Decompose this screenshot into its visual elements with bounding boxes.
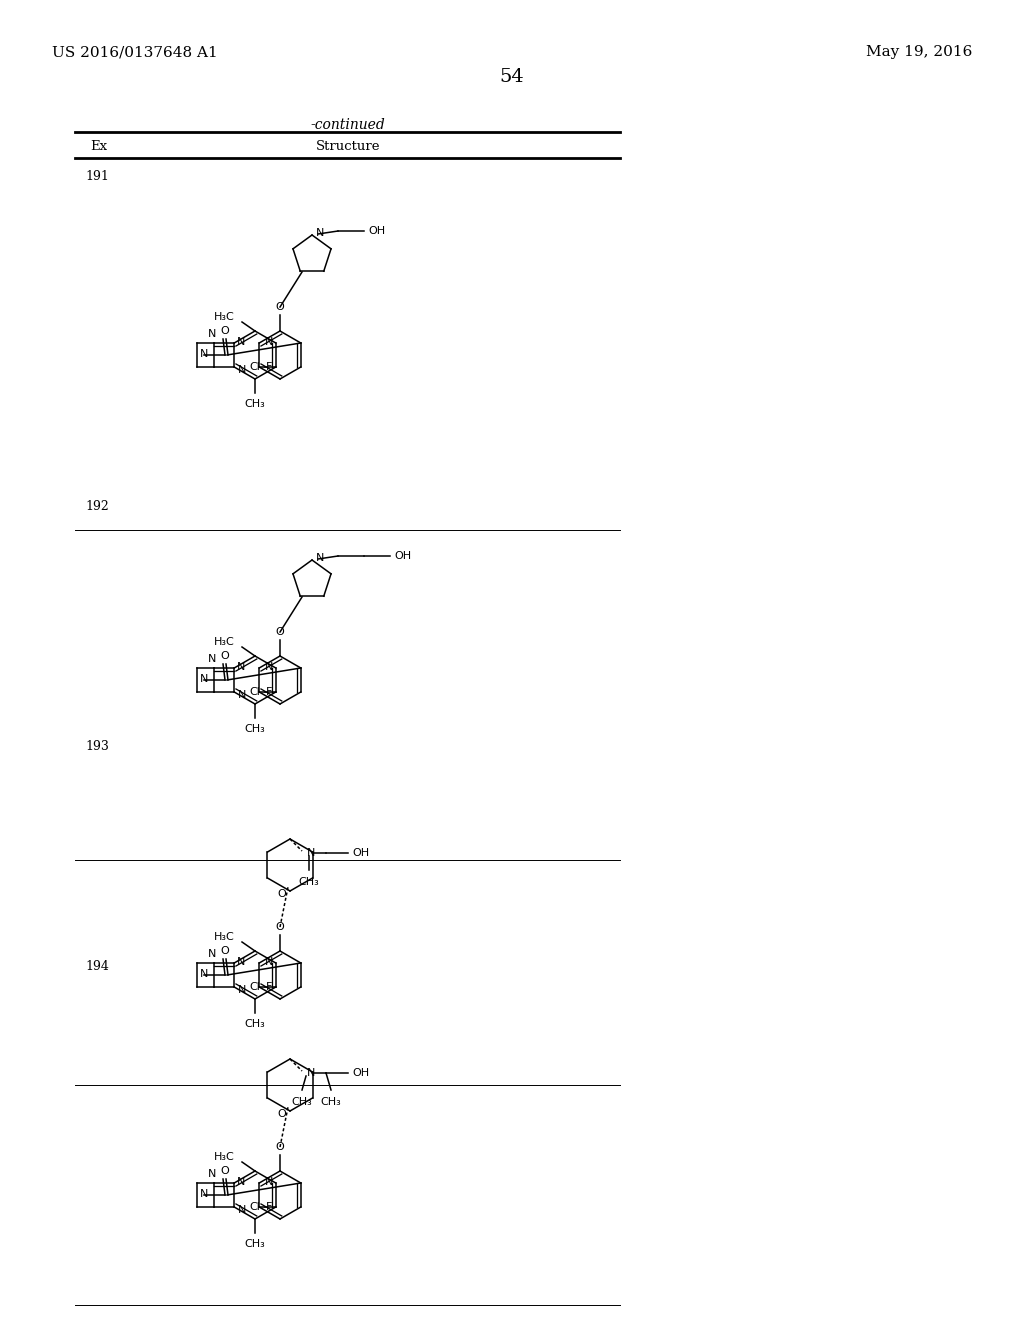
Text: N: N	[264, 337, 272, 347]
Text: N: N	[200, 348, 209, 359]
Text: O: O	[278, 888, 286, 899]
Text: N: N	[264, 957, 272, 968]
Text: N: N	[316, 553, 325, 564]
Text: N: N	[264, 663, 272, 672]
Text: N: N	[208, 329, 216, 339]
Text: N: N	[307, 847, 315, 858]
Text: O: O	[278, 1109, 286, 1119]
Text: CH₃: CH₃	[292, 1097, 312, 1107]
Text: H₃C: H₃C	[214, 638, 234, 647]
Text: N: N	[208, 949, 216, 960]
Text: 194: 194	[85, 960, 109, 973]
Text: F: F	[266, 686, 272, 697]
Text: O: O	[275, 627, 285, 638]
Text: N: N	[208, 1170, 216, 1179]
Text: Cl: Cl	[249, 982, 260, 993]
Text: N: N	[316, 228, 325, 238]
Text: F: F	[266, 982, 272, 993]
Text: N: N	[200, 1189, 209, 1199]
Text: 54: 54	[500, 69, 524, 86]
Text: -continued: -continued	[310, 117, 385, 132]
Text: O: O	[220, 651, 229, 661]
Text: H₃C: H₃C	[214, 312, 234, 322]
Text: OH: OH	[368, 226, 385, 236]
Text: N: N	[238, 663, 246, 672]
Text: 191: 191	[85, 170, 109, 183]
Text: Cl: Cl	[249, 1203, 260, 1212]
Text: CH₃: CH₃	[245, 399, 265, 409]
Text: H₃C: H₃C	[214, 932, 234, 942]
Text: N: N	[239, 690, 247, 700]
Text: 193: 193	[85, 741, 109, 752]
Text: O: O	[275, 921, 285, 932]
Text: F: F	[266, 1203, 272, 1212]
Text: H₃C: H₃C	[214, 1152, 234, 1162]
Text: Ex: Ex	[90, 140, 108, 153]
Text: N: N	[238, 957, 246, 968]
Text: May 19, 2016: May 19, 2016	[865, 45, 972, 59]
Text: N: N	[307, 1068, 315, 1078]
Text: Cl: Cl	[249, 362, 260, 372]
Text: Structure: Structure	[315, 140, 380, 153]
Text: N: N	[239, 985, 247, 995]
Text: O: O	[275, 302, 285, 312]
Text: OH: OH	[352, 1068, 369, 1078]
Text: N: N	[200, 969, 209, 979]
Text: CH₃: CH₃	[245, 723, 265, 734]
Text: O: O	[220, 1166, 229, 1176]
Text: N: N	[238, 1177, 246, 1187]
Text: N: N	[238, 337, 246, 347]
Text: N: N	[239, 366, 247, 375]
Text: 192: 192	[85, 500, 109, 513]
Text: CH₃: CH₃	[245, 1019, 265, 1030]
Text: OH: OH	[352, 847, 369, 858]
Text: Cl: Cl	[249, 686, 260, 697]
Text: N: N	[264, 1177, 272, 1187]
Text: CH₃: CH₃	[321, 1097, 341, 1107]
Text: N: N	[208, 653, 216, 664]
Text: O: O	[220, 946, 229, 956]
Text: US 2016/0137648 A1: US 2016/0137648 A1	[52, 45, 218, 59]
Text: CH₃: CH₃	[299, 876, 319, 887]
Text: O: O	[220, 326, 229, 337]
Text: OH: OH	[394, 550, 412, 561]
Text: N: N	[239, 1205, 247, 1214]
Text: F: F	[266, 362, 272, 372]
Text: CH₃: CH₃	[245, 1239, 265, 1249]
Text: N: N	[200, 675, 209, 684]
Text: O: O	[275, 1142, 285, 1152]
